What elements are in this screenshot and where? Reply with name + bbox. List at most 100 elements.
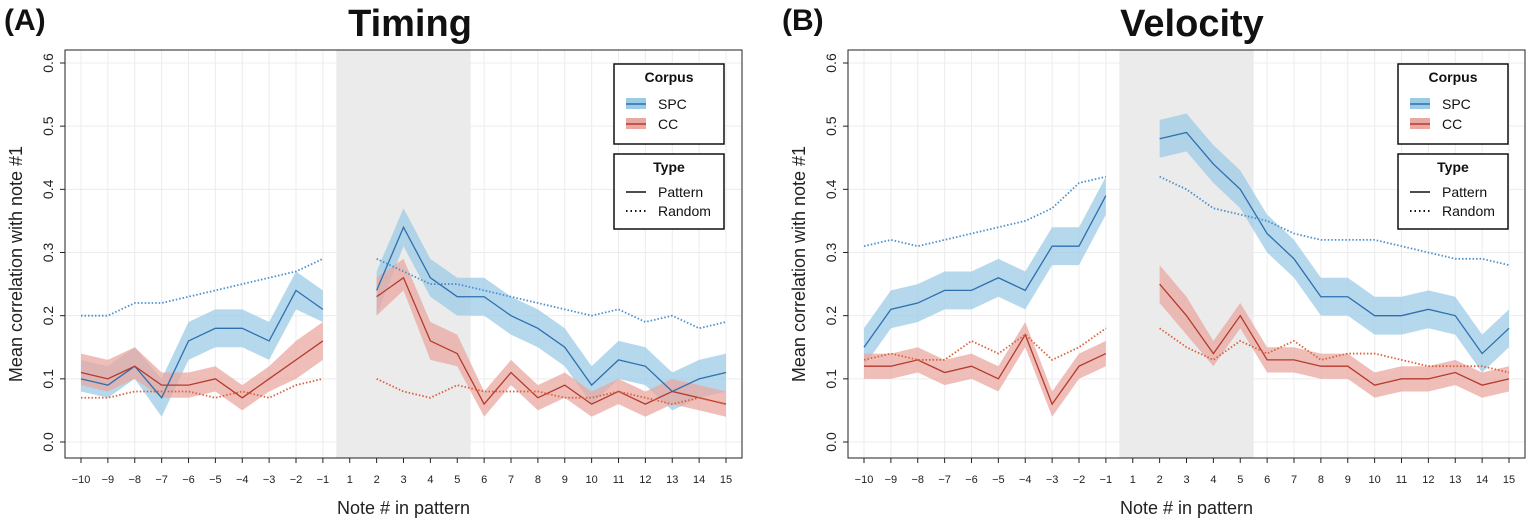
x-tick-label: 12 bbox=[1422, 474, 1434, 486]
series-line-spc-pattern bbox=[80, 289, 324, 399]
x-tick-label: −2 bbox=[290, 474, 303, 486]
band-cc bbox=[81, 321, 323, 411]
series-line-spc-random bbox=[376, 258, 727, 330]
x-tick-label: 3 bbox=[1183, 474, 1189, 486]
y-tick-label: 0.1 bbox=[40, 369, 56, 389]
x-tick-label: −8 bbox=[911, 474, 924, 486]
legend-type-title: Type bbox=[1437, 159, 1469, 175]
x-tick-label: 7 bbox=[1291, 474, 1297, 486]
x-tick-label: 10 bbox=[1369, 474, 1381, 486]
x-tick-label: −10 bbox=[72, 474, 91, 486]
series-line-spc-random bbox=[863, 175, 1107, 248]
y-tick-label: 0.0 bbox=[40, 432, 56, 452]
series-line-cc-pattern bbox=[80, 340, 324, 399]
x-tick-label: 8 bbox=[1318, 474, 1324, 486]
x-tick-label: −9 bbox=[885, 474, 898, 486]
series-line-cc-random bbox=[863, 327, 1107, 361]
x-tick-label: 15 bbox=[1503, 474, 1515, 486]
series-line-spc-random bbox=[81, 258, 324, 317]
x-axis-label: Note # in pattern bbox=[337, 498, 470, 518]
panel-label: (B) bbox=[782, 4, 824, 37]
series-lines bbox=[80, 225, 727, 406]
x-tick-label: −1 bbox=[1100, 474, 1113, 486]
y-tick-label: 0.3 bbox=[40, 243, 56, 263]
y-axis: 0.0 0.1 0.2 0.3 0.4 0.5 0.6 bbox=[40, 53, 65, 452]
legend-corpus-title: Corpus bbox=[1429, 69, 1478, 85]
band-cc bbox=[864, 321, 1106, 417]
x-tick-label: 8 bbox=[535, 474, 541, 486]
series-lines bbox=[863, 131, 1510, 406]
series-line-spc-pattern bbox=[1159, 131, 1510, 355]
legend-type-box bbox=[1397, 153, 1509, 230]
y-tick-label: 0.2 bbox=[40, 306, 56, 326]
x-tick-label: 11 bbox=[613, 474, 624, 486]
x-tick-label: −6 bbox=[965, 474, 978, 486]
series-line-cc-pattern bbox=[376, 276, 727, 406]
x-tick-label: −2 bbox=[1073, 474, 1086, 486]
legend-item-random: Random bbox=[1442, 203, 1495, 219]
x-tick-label: −8 bbox=[128, 474, 141, 486]
y-tick-label: 0.0 bbox=[823, 432, 839, 452]
x-tick-label: 10 bbox=[586, 474, 598, 486]
x-tick-label: 13 bbox=[1449, 474, 1461, 486]
legend: Corpus SPC CC Type Pattern Random bbox=[1397, 63, 1509, 230]
x-tick-label: −9 bbox=[102, 474, 115, 486]
panel-label: (A) bbox=[4, 4, 46, 37]
x-axis: −10 −9 −8 −7 −6 −5 −4 −3 −2 −1 1 2 3 4 5 6 7 8 9 10 11 12 13 14… bbox=[855, 458, 1515, 486]
x-tick-label: −3 bbox=[263, 474, 276, 486]
y-tick-label: 0.2 bbox=[823, 306, 839, 326]
x-tick-label: −3 bbox=[1046, 474, 1059, 486]
legend-item-random: Random bbox=[658, 203, 711, 219]
legend-item-cc: CC bbox=[1442, 116, 1462, 132]
series-line-spc-pattern bbox=[863, 195, 1107, 348]
legend: Corpus SPC CC Type Pattern Random bbox=[613, 63, 725, 230]
chart-title: Velocity bbox=[1120, 3, 1264, 45]
x-tick-label: 5 bbox=[454, 474, 460, 486]
band-spc bbox=[864, 176, 1106, 367]
x-tick-label: 4 bbox=[1210, 474, 1216, 486]
x-tick-label: 6 bbox=[481, 474, 487, 486]
x-tick-label: 14 bbox=[693, 474, 705, 486]
y-tick-label: 0.4 bbox=[823, 179, 839, 199]
x-tick-label: 6 bbox=[1264, 474, 1270, 486]
x-tick-label: 9 bbox=[562, 474, 568, 486]
chart-title: Timing bbox=[348, 3, 472, 45]
x-tick-label: −10 bbox=[855, 474, 874, 486]
x-tick-label: 5 bbox=[1237, 474, 1243, 486]
x-tick-label: 13 bbox=[666, 474, 678, 486]
series-line-cc-pattern bbox=[864, 333, 1107, 406]
x-axis-label: Note # in pattern bbox=[1120, 498, 1253, 518]
y-tick-label: 0.4 bbox=[40, 179, 56, 199]
x-tick-label: 14 bbox=[1476, 474, 1488, 486]
confidence-bands bbox=[81, 208, 726, 417]
x-tick-label: −7 bbox=[155, 474, 168, 486]
x-tick-label: 15 bbox=[720, 474, 732, 486]
legend-type-box bbox=[613, 153, 725, 230]
x-tick-label: −4 bbox=[236, 474, 249, 486]
shaded-region bbox=[1119, 50, 1254, 458]
y-tick-label: 0.1 bbox=[823, 369, 839, 389]
band-spc bbox=[81, 271, 323, 417]
x-axis: −10 −9 −8 −7 −6 −5 −4 −3 −2 −1 1 2 3 4 5 6 7 8 9 10 11 12 13 14… bbox=[72, 458, 732, 486]
legend-item-pattern: Pattern bbox=[1442, 184, 1487, 200]
y-tick-label: 0.5 bbox=[40, 116, 56, 136]
x-tick-label: 1 bbox=[1130, 474, 1136, 486]
x-tick-label: 9 bbox=[1345, 474, 1351, 486]
chart-panel-timing: −10 −9 −8 −7 −6 −5 −4 −3 −2 −1 1 2 3 4 5 6 7 8 9 10 11 12 13 14… bbox=[4, 3, 743, 518]
x-tick-label: 2 bbox=[374, 474, 380, 486]
legend-type-title: Type bbox=[653, 159, 685, 175]
series-line-spc-random bbox=[1159, 175, 1510, 267]
x-tick-label: 11 bbox=[1396, 474, 1407, 486]
series-line-cc-pattern bbox=[1159, 283, 1510, 386]
x-tick-label: 7 bbox=[508, 474, 514, 486]
y-tick-label: 0.3 bbox=[823, 243, 839, 263]
series-line-spc-pattern bbox=[376, 225, 727, 393]
x-tick-label: 3 bbox=[400, 474, 406, 486]
x-tick-label: −5 bbox=[209, 474, 222, 486]
legend-item-spc: SPC bbox=[658, 96, 687, 112]
band-spc bbox=[376, 208, 726, 411]
x-tick-label: 4 bbox=[427, 474, 433, 486]
legend-item-cc: CC bbox=[658, 116, 678, 132]
x-tick-label: −4 bbox=[1019, 474, 1032, 486]
